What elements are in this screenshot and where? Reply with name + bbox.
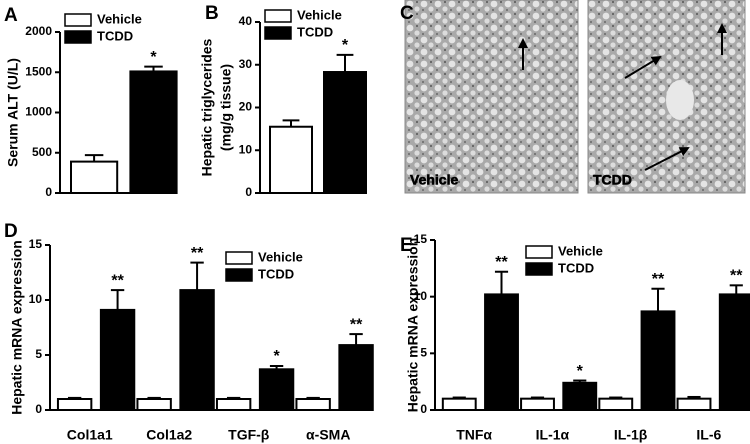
bar — [598, 397, 634, 411]
legend-swatch — [264, 9, 292, 23]
legend-label: Vehicle — [297, 7, 342, 22]
legend-label: Vehicle — [97, 11, 142, 26]
y-tick-label: 15 — [29, 237, 43, 251]
micrograph-caption: TCDD — [593, 172, 632, 188]
legend-swatch — [525, 262, 553, 276]
significance-label: * — [577, 363, 584, 380]
legend-swatch — [525, 245, 553, 259]
micrograph — [404, 0, 579, 194]
bar — [676, 397, 712, 411]
bar — [562, 381, 598, 411]
arrow — [644, 147, 690, 171]
significance-label: ** — [191, 245, 204, 262]
significance-label: ** — [652, 271, 665, 288]
panel-letter: E — [400, 235, 413, 256]
arrow — [624, 55, 662, 79]
x-tick-label: IL-1β — [614, 427, 648, 443]
legend-label: Vehicle — [258, 249, 303, 264]
significance-label: ** — [730, 268, 743, 285]
y-tick-label: 20 — [239, 100, 253, 114]
legend-label: Vehicle — [558, 243, 603, 258]
y-tick-label: 5 — [35, 347, 42, 361]
y-axis-label: (mg/g tissue) — [218, 64, 234, 151]
y-tick-label: 1000 — [25, 105, 52, 119]
x-tick-label: IL-6 — [696, 427, 721, 443]
y-tick-label: 0 — [35, 402, 42, 416]
legend-swatch — [64, 13, 92, 27]
legend-swatch — [64, 30, 92, 44]
panel-letter: B — [205, 3, 219, 24]
panel-letter: C — [400, 3, 414, 24]
bar — [323, 71, 367, 194]
y-tick-label: 10 — [29, 292, 43, 306]
significance-label: ** — [495, 254, 508, 271]
bar — [520, 397, 555, 411]
bar — [258, 368, 295, 411]
significance-label: ** — [350, 316, 363, 333]
significance-label: * — [342, 37, 349, 54]
bar — [441, 397, 477, 411]
y-tick-label: 0 — [245, 185, 252, 199]
bar — [56, 398, 93, 411]
panel-letter: A — [4, 5, 18, 26]
y-axis-label: Hepatic mRNA expression — [9, 240, 25, 415]
legend-label: TCDD — [97, 28, 133, 43]
y-axis-label: Serum ALT (U/L) — [5, 58, 21, 167]
vessel — [666, 80, 694, 120]
x-tick-label: α-SMA — [306, 427, 350, 443]
legend-swatch — [225, 251, 253, 265]
legend-label: TCDD — [258, 266, 294, 281]
y-tick-label: 0 — [45, 185, 52, 199]
x-tick-label: IL-1α — [536, 427, 570, 443]
y-tick-label: 15 — [414, 232, 428, 246]
bar — [179, 289, 215, 412]
y-axis-label: Hepatic mRNA expression — [405, 238, 421, 413]
bar — [269, 125, 313, 194]
bar — [136, 398, 172, 411]
bar — [99, 308, 136, 411]
bar — [295, 398, 331, 411]
x-tick-label: TGF-β — [228, 427, 270, 443]
y-tick-label: 10 — [239, 142, 253, 156]
significance-label: ** — [111, 272, 124, 289]
bar — [129, 70, 178, 194]
bar — [484, 293, 519, 411]
significance-label: * — [150, 49, 157, 66]
y-tick-label: 30 — [239, 57, 253, 71]
legend-label: TCDD — [297, 24, 333, 39]
panel-letter: D — [4, 221, 18, 242]
bar — [70, 160, 119, 194]
x-tick-label: Col1a1 — [67, 427, 113, 443]
y-tick-label: 1500 — [25, 64, 52, 78]
bar — [338, 344, 374, 412]
x-tick-label: Col1a2 — [146, 427, 192, 443]
y-tick-label: 0 — [420, 402, 427, 416]
y-tick-label: 40 — [239, 14, 253, 28]
significance-label: * — [273, 348, 280, 365]
micrograph-caption: Vehicle — [410, 172, 458, 188]
y-tick-label: 10 — [414, 289, 428, 303]
y-tick-label: 5 — [420, 346, 427, 360]
bar — [640, 310, 676, 411]
x-tick-label: TNFα — [456, 427, 492, 443]
y-axis-label: Hepatic triglycerides — [199, 38, 215, 176]
y-tick-label: 500 — [32, 145, 52, 159]
bar — [718, 293, 750, 411]
y-tick-label: 2000 — [25, 24, 52, 38]
legend-swatch — [264, 26, 292, 40]
legend-label: TCDD — [558, 260, 594, 275]
bar — [215, 398, 252, 411]
legend-swatch — [225, 268, 253, 282]
